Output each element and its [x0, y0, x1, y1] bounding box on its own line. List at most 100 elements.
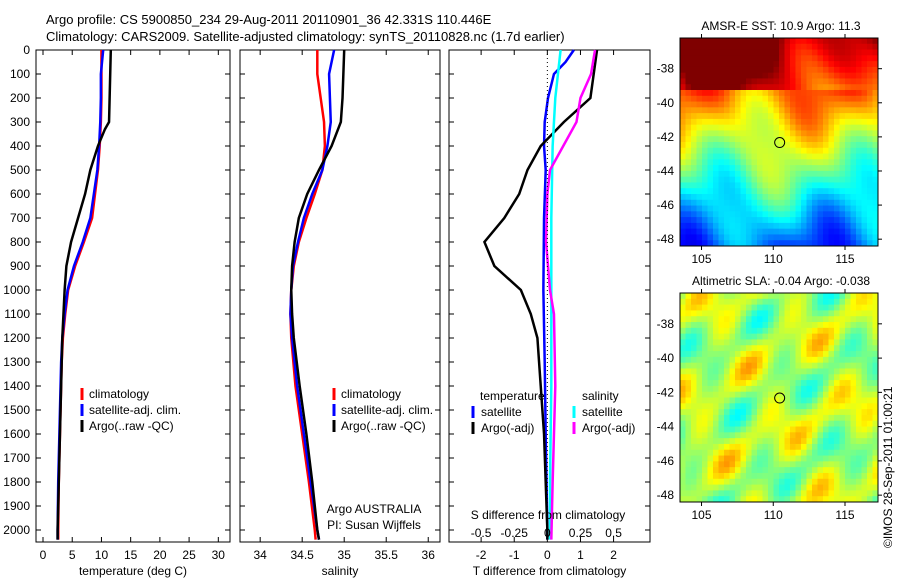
heatmap-cell	[768, 43, 774, 51]
heatmap-cell	[801, 380, 807, 387]
heatmap-cell	[724, 356, 730, 364]
heatmap-cell	[861, 142, 868, 149]
heatmap-cell	[757, 55, 763, 62]
heatmap-cell	[856, 176, 862, 183]
plot-frame-2	[448, 49, 651, 543]
heatmap-cell	[828, 414, 835, 422]
heatmap-cell	[795, 222, 802, 230]
heatmap-cell	[685, 90, 692, 97]
heatmap-cell	[834, 165, 840, 172]
heatmap-cell	[702, 409, 708, 416]
heatmap-cell	[768, 455, 774, 462]
heatmap-cell	[680, 165, 686, 172]
heatmap-cell	[790, 385, 796, 393]
heatmap-cell	[746, 61, 752, 68]
heatmap-cell	[729, 484, 736, 491]
heatmap-cell	[795, 432, 802, 439]
heatmap-cell	[812, 391, 818, 398]
heatmap-cell	[861, 170, 868, 178]
heatmap-cell	[856, 351, 862, 358]
heatmap-cell	[735, 165, 741, 172]
heatmap-cell	[680, 113, 686, 120]
heatmap-cell	[702, 124, 708, 131]
heatmap-cell	[823, 61, 829, 68]
heatmap-cell	[812, 43, 818, 51]
heatmap-cell	[762, 136, 769, 143]
heatmap-cell	[696, 420, 703, 428]
heatmap-cell	[768, 49, 774, 56]
heatmap-cell	[685, 72, 692, 79]
heatmap-cell	[773, 199, 780, 207]
heatmap-cell	[790, 182, 796, 189]
heatmap-cell	[806, 380, 813, 387]
heatmap-cell	[828, 228, 835, 235]
heatmap-cell	[740, 118, 747, 126]
heatmap-cell	[845, 159, 851, 166]
heatmap-cell	[707, 107, 714, 114]
heatmap-cell	[768, 78, 774, 85]
heatmap-cell	[828, 222, 835, 230]
heatmap-cell	[856, 455, 862, 462]
heatmap-cell	[746, 293, 752, 300]
heatmap-cell	[828, 38, 835, 45]
heatmap-cell	[735, 38, 741, 45]
heatmap-cell	[773, 107, 780, 114]
heatmap-cell	[867, 142, 873, 149]
heatmap-cell	[702, 327, 708, 335]
heatmap-cell	[856, 95, 862, 103]
heatmap-cell	[784, 38, 791, 45]
heatmap-cell	[784, 165, 791, 172]
heatmap-cell	[790, 339, 796, 346]
heatmap-cell	[718, 351, 725, 358]
heatmap-cell	[828, 496, 835, 503]
heatmap-cell	[779, 432, 785, 439]
x-tick-label: 25	[182, 548, 196, 562]
heatmap-cell	[713, 124, 719, 131]
heatmap-cell	[784, 113, 791, 120]
heatmap-cell	[696, 84, 703, 91]
heatmap-cell	[834, 240, 840, 247]
heatmap-cell	[834, 368, 840, 375]
heatmap-cell	[768, 478, 774, 486]
heatmap-cell	[817, 304, 824, 311]
heatmap-cell	[867, 490, 873, 497]
heatmap-cell	[828, 333, 835, 340]
heatmap-cell	[729, 153, 736, 160]
heatmap-cell	[795, 49, 802, 56]
heatmap-cell	[696, 194, 703, 201]
heatmap-cell	[762, 159, 769, 166]
heatmap-cell	[779, 84, 785, 91]
heatmap-cell	[718, 194, 725, 201]
heatmap-cell	[680, 205, 686, 212]
heatmap-cell	[740, 217, 747, 224]
heatmap-cell	[762, 147, 769, 155]
heatmap-cell	[850, 455, 857, 462]
heatmap-cell	[729, 130, 736, 137]
heatmap-cell	[718, 95, 725, 103]
heatmap-cell	[779, 333, 785, 340]
heatmap-cell	[823, 467, 829, 474]
heatmap-cell	[806, 374, 813, 381]
heatmap-cell	[751, 211, 758, 218]
heatmap-cell	[845, 316, 851, 323]
heatmap-cell	[680, 496, 686, 503]
heatmap-cell	[746, 118, 752, 126]
heatmap-cell	[856, 222, 862, 230]
heatmap-cell	[784, 443, 791, 451]
heatmap-cell	[861, 66, 868, 74]
legend-label: climatology	[341, 387, 401, 401]
heatmap-cell	[680, 316, 686, 323]
heatmap-cell	[713, 420, 719, 428]
heatmap-cell	[702, 78, 708, 85]
heatmap-cell	[680, 61, 686, 68]
heatmap-cell	[751, 61, 758, 68]
heatmap-cell	[834, 107, 840, 114]
heatmap-cell	[713, 426, 719, 433]
heatmap-cell	[718, 72, 725, 79]
heatmap-cell	[735, 95, 741, 103]
heatmap-cell	[696, 205, 703, 212]
heatmap-cell	[735, 438, 741, 445]
heatmap-cell	[812, 211, 818, 218]
heatmap-cell	[702, 176, 708, 183]
heatmap-cell	[845, 217, 851, 224]
